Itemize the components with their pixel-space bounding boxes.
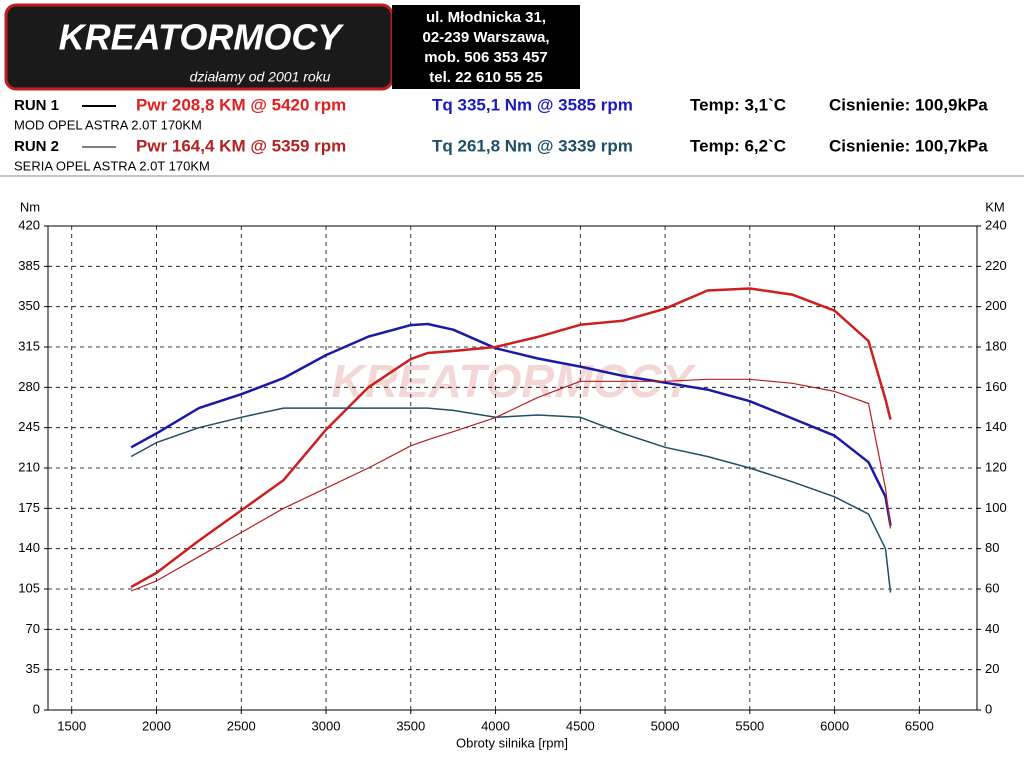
x-tick-label: 3500	[396, 718, 425, 733]
y-tick-label: 175	[18, 500, 40, 515]
address-line: 02-239 Warszawa,	[422, 29, 549, 46]
y-tick-label: 420	[18, 217, 40, 232]
run-power: Pwr 208,8 KM @ 5420 rpm	[136, 95, 346, 114]
run-label: RUN 2	[14, 138, 59, 155]
y-tick-label: 105	[18, 580, 40, 595]
y2-tick-label: 60	[985, 580, 999, 595]
y-tick-label: 35	[26, 661, 40, 676]
address-line: ul. Młodnicka 31,	[426, 9, 546, 26]
x-tick-label: 1500	[57, 718, 86, 733]
y2-tick-label: 200	[985, 298, 1007, 313]
logo-brand: KREATORMOCY	[59, 17, 345, 58]
y-tick-label: 0	[33, 701, 40, 716]
y2-tick-label: 240	[985, 217, 1007, 232]
x-tick-label: 3000	[312, 718, 341, 733]
run-temp: Temp: 6,2`C	[690, 136, 786, 155]
run-pressure: Cisnienie: 100,7kPa	[829, 136, 988, 155]
y-tick-label: 315	[18, 338, 40, 353]
address-line: mob. 506 353 457	[424, 49, 547, 66]
y2-tick-label: 20	[985, 661, 999, 676]
data-line	[130, 287, 892, 589]
y-tick-label: 210	[18, 459, 40, 474]
y2-tick-label: 140	[985, 419, 1007, 434]
x-tick-label: 5000	[651, 718, 680, 733]
y-tick-label: 350	[18, 298, 40, 313]
data-line	[130, 378, 892, 592]
y-tick-label: 245	[18, 419, 40, 434]
y2-tick-label: 0	[985, 701, 992, 716]
data-line	[130, 322, 892, 526]
x-tick-label: 4000	[481, 718, 510, 733]
x-tick-label: 4500	[566, 718, 595, 733]
y2-tick-label: 100	[985, 500, 1007, 515]
y2-tick-label: 160	[985, 379, 1007, 394]
y2-axis-label: KM	[985, 199, 1005, 214]
y2-tick-label: 80	[985, 540, 999, 555]
y-axis-label: Nm	[20, 199, 40, 214]
logo-slogan: działamy od 2001 roku	[190, 69, 331, 85]
y2-tick-label: 180	[985, 338, 1007, 353]
data-line	[130, 407, 892, 593]
x-tick-label: 2500	[227, 718, 256, 733]
y-tick-label: 385	[18, 258, 40, 273]
run-torque: Tq 335,1 Nm @ 3585 rpm	[432, 95, 633, 114]
y2-tick-label: 120	[985, 459, 1007, 474]
run-description: MOD OPEL ASTRA 2.0T 170KM	[14, 117, 202, 132]
x-tick-label: 5500	[735, 718, 764, 733]
run-torque: Tq 261,8 Nm @ 3339 rpm	[432, 136, 633, 155]
run-description: SERIA OPEL ASTRA 2.0T 170KM	[14, 158, 210, 173]
y2-tick-label: 40	[985, 621, 999, 636]
x-axis-label: Obroty silnika [rpm]	[456, 735, 568, 750]
y-tick-label: 280	[18, 379, 40, 394]
y-tick-label: 140	[18, 540, 40, 555]
y-tick-label: 70	[26, 621, 40, 636]
x-tick-label: 2000	[142, 718, 171, 733]
run-label: RUN 1	[14, 97, 59, 114]
x-tick-label: 6000	[820, 718, 849, 733]
address-box	[392, 5, 580, 89]
address-line: tel. 22 610 55 25	[429, 69, 542, 86]
run-pressure: Cisnienie: 100,9kPa	[829, 95, 988, 114]
run-temp: Temp: 3,1`C	[690, 95, 786, 114]
x-tick-label: 6500	[905, 718, 934, 733]
run-power: Pwr 164,4 KM @ 5359 rpm	[136, 136, 346, 155]
y2-tick-label: 220	[985, 258, 1007, 273]
